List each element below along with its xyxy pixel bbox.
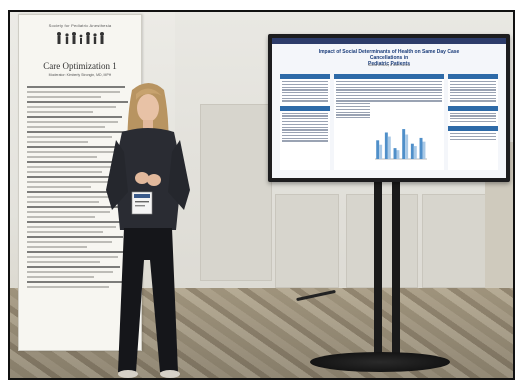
display-monitor: Impact of Social Determinants of Health … <box>268 34 510 182</box>
wall-panel <box>346 194 418 288</box>
chart-bar <box>419 137 423 159</box>
poster-title-line: Impact of Social Determinants of Health … <box>318 49 460 61</box>
presenter-face <box>137 94 159 122</box>
chart-bar <box>384 132 388 159</box>
poster-title-line: Pediatric Patients <box>368 61 410 67</box>
monitor-stand-post <box>374 180 382 360</box>
wall-panel <box>200 104 272 281</box>
monitor-stand-post <box>392 180 400 360</box>
family-logo-icon <box>57 32 104 44</box>
chart-bar <box>410 143 414 159</box>
abstract-list <box>27 83 133 291</box>
banner-title: Care Optimization 1 <box>43 61 117 71</box>
monitor-stand-base <box>310 352 450 372</box>
chart-bar <box>405 134 409 159</box>
poster-bar-chart <box>375 129 427 160</box>
poster-column-left <box>280 74 330 170</box>
banner-org: Society for Pediatric Anesthesia <box>48 23 112 28</box>
viewer-toolbar <box>272 38 506 44</box>
presenter-hands <box>135 172 149 184</box>
poster-screen: Impact of Social Determinants of Health … <box>272 38 506 178</box>
chart-bar <box>402 129 406 159</box>
chart-bar <box>413 146 417 159</box>
wall-panel <box>275 194 339 288</box>
conference-scene: Society for Pediatric Anesthesia Care Op… <box>10 12 513 378</box>
chart-bar <box>376 140 380 159</box>
banner-moderator: Moderator: Kimberly Strongin, MD, MPH <box>48 73 112 77</box>
wall-panel <box>422 194 486 288</box>
poster-authors: Medical University of South Carolina <box>368 64 410 67</box>
photo-frame: Society for Pediatric Anesthesia Care Op… <box>8 10 515 380</box>
presenter-pants <box>118 228 178 372</box>
chart-bar <box>422 141 426 159</box>
poster-title: Impact of Social Determinants of Health … <box>306 49 472 67</box>
presenter <box>106 83 190 378</box>
chart-bar <box>379 144 383 159</box>
poster-column-right <box>448 74 498 170</box>
chart-bar <box>387 136 391 159</box>
chart-bar <box>396 150 400 159</box>
chart-bar <box>393 148 397 159</box>
